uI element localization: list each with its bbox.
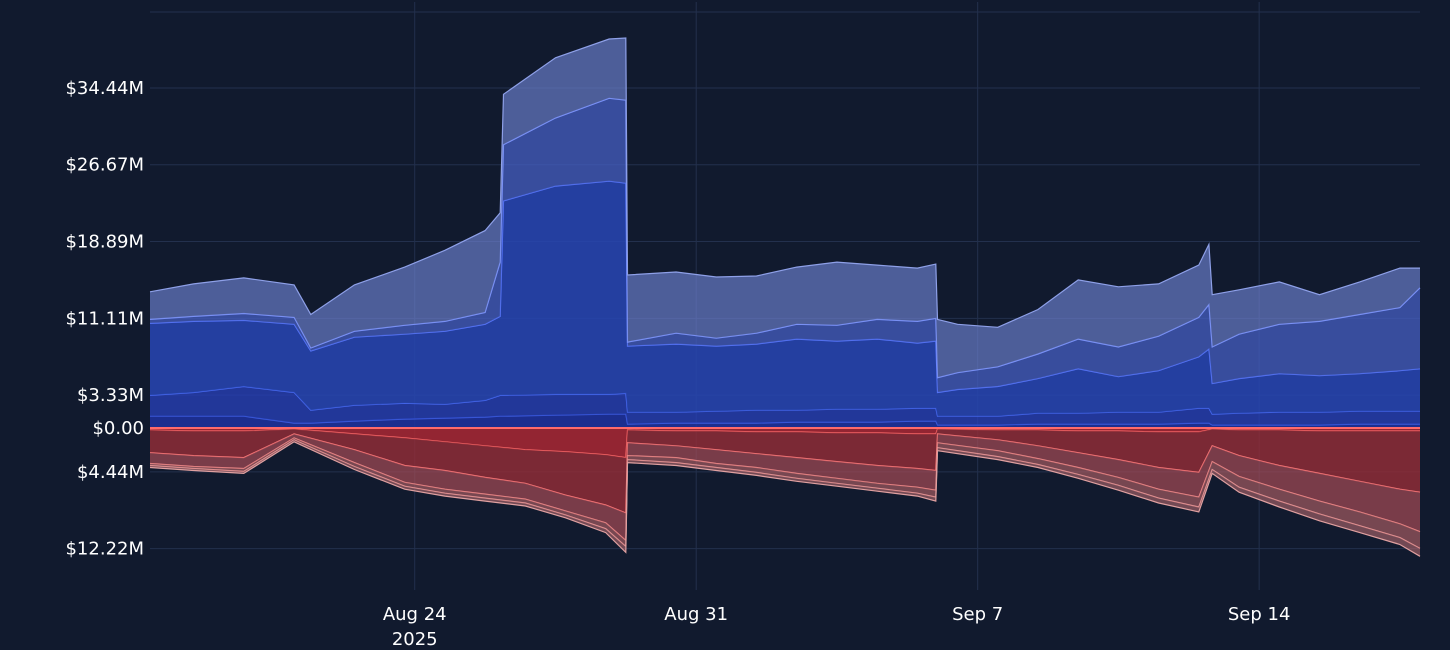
negative-series-areas <box>149 428 1421 557</box>
y-tick-label: $18.89M <box>65 232 144 253</box>
x-tick-sublabel: 2025 <box>392 629 438 650</box>
x-tick-label: Aug 24 <box>383 604 447 625</box>
y-tick-label: $12.22M <box>65 539 144 560</box>
negative-area-4 <box>150 437 1420 549</box>
negative-area-3 <box>150 433 1420 541</box>
positive-line-5 <box>149 37 1420 328</box>
negative-area-2 <box>150 429 1420 513</box>
x-tick-label: Aug 31 <box>664 604 728 625</box>
positive-area-5 <box>150 38 1420 378</box>
y-tick-label: $11.11M <box>65 308 144 329</box>
negative-area-1 <box>150 428 1420 458</box>
negative-area-5 <box>150 439 1420 557</box>
x-axis: Aug 24 2025 Aug 31 Sep 7 Sep 14 <box>383 604 1291 650</box>
positive-area-3 <box>150 181 1420 417</box>
y-tick-label: $0.00 <box>92 418 144 439</box>
y-tick-label: $34.44M <box>65 78 144 99</box>
positive-area-4 <box>150 98 1420 393</box>
x-tick-label: Sep 14 <box>1228 604 1291 625</box>
y-axis: $34.44M $26.67M $18.89M $11.11M $3.33M $0.00 $… <box>65 78 144 560</box>
positive-area-2 <box>150 386 1420 425</box>
x-tick-label: Sep 7 <box>952 604 1003 625</box>
positive-series-areas <box>149 37 1421 428</box>
negative-line-5 <box>149 441 1421 557</box>
y-tick-label: $26.67M <box>65 155 144 176</box>
y-tick-label: $4.44M <box>77 462 144 483</box>
y-tick-label: $3.33M <box>77 385 144 406</box>
